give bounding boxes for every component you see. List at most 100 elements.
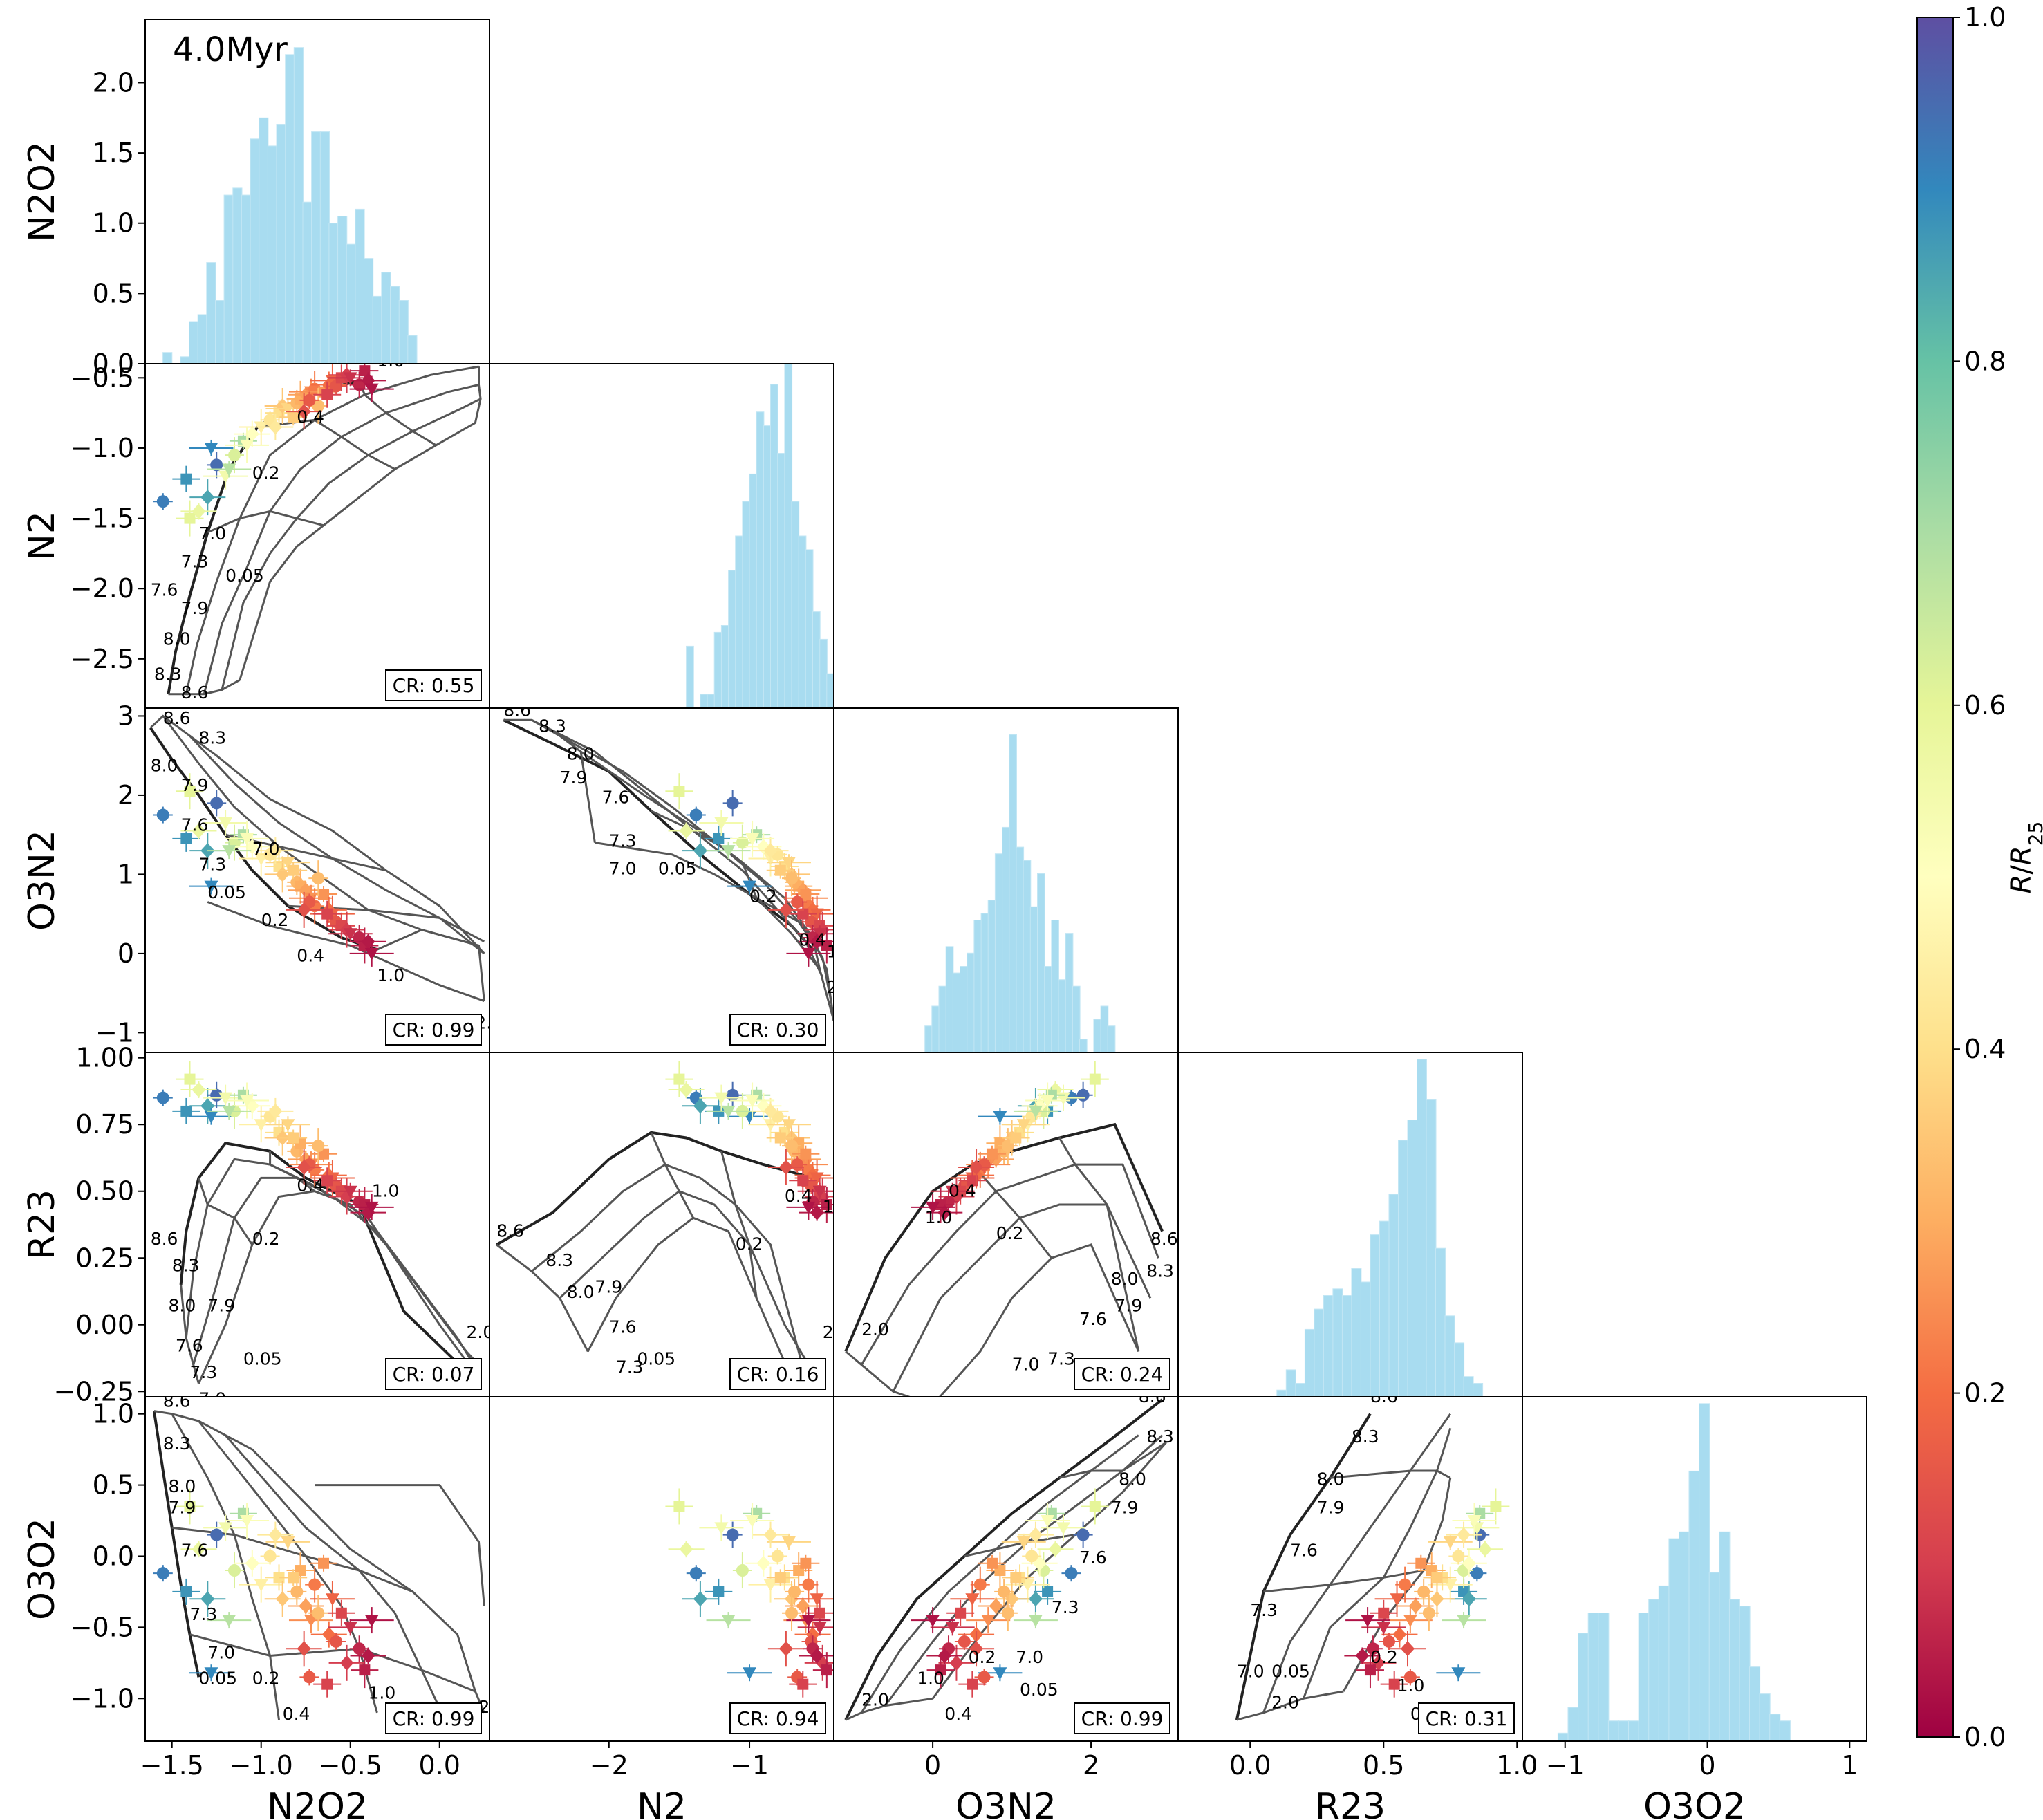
x-axis-label-O3N2: O3N2	[955, 1786, 1056, 1820]
grid-value-label: 7.0	[609, 858, 637, 878]
data-point	[180, 833, 192, 844]
x-tick-label: 0.0	[419, 1750, 460, 1781]
data-point	[156, 808, 169, 821]
data-point	[1457, 1527, 1471, 1543]
data-point	[288, 1572, 299, 1584]
grid-value-label: 0.05	[658, 858, 697, 878]
colorbar-gradient	[1916, 17, 1954, 1738]
data-point	[1042, 1586, 1054, 1597]
grid-value-label: 1.0	[917, 1669, 944, 1689]
hist-bar	[1051, 920, 1060, 1052]
grid-value-label: 0.2	[749, 886, 777, 907]
data-point	[288, 1132, 299, 1144]
grid-value-label: 7.9	[1317, 1498, 1345, 1518]
hist-bar	[1728, 1599, 1740, 1741]
data-point	[693, 843, 707, 859]
hist-bar	[1100, 1005, 1109, 1052]
model-grid-line	[224, 1434, 450, 1728]
data-point	[312, 1140, 325, 1153]
grid-value-label: 1.0	[369, 1682, 396, 1702]
data-point	[290, 1585, 304, 1598]
model-grid-line	[207, 510, 324, 534]
hist-bar	[1079, 1039, 1088, 1052]
data-point	[228, 1564, 241, 1577]
grid-value-label: 0.05	[637, 1349, 675, 1369]
hist-bar	[223, 194, 234, 364]
data-point	[210, 458, 223, 472]
model-grid-line	[964, 1534, 1076, 1557]
data-point	[308, 1578, 321, 1591]
grid-value-label: 8.3	[154, 664, 182, 684]
data-point	[1451, 1667, 1466, 1680]
hist-bar	[1759, 1693, 1771, 1741]
grid-value-label: 8.0	[163, 629, 191, 649]
hist-bar	[1749, 1666, 1761, 1741]
hist-bar	[1463, 1376, 1474, 1397]
hist-bar	[162, 352, 173, 364]
x-tick-label: −0.5	[319, 1750, 382, 1781]
data-point	[810, 1172, 824, 1185]
grid-value-label: 1.0	[925, 1207, 953, 1227]
grid-value-label: 0.4	[297, 407, 324, 427]
data-point	[180, 1105, 192, 1117]
grid-value-label: 7.6	[1079, 1309, 1107, 1329]
hist-bar	[805, 549, 814, 708]
hist-bar	[1029, 906, 1038, 1052]
data-point	[937, 1648, 952, 1664]
panel-O3O2-O3O2: −1 0 1	[1522, 1396, 1867, 1781]
data-point	[812, 1622, 827, 1635]
y-tick-label: 2.0	[93, 67, 134, 98]
y-tick-label: 1	[118, 859, 134, 889]
model-grid-line	[315, 1484, 485, 1606]
data-point	[268, 1527, 283, 1543]
grid-value-label: 7.9	[181, 598, 209, 618]
data-point	[245, 426, 259, 442]
data-point	[726, 797, 739, 810]
data-point	[268, 419, 283, 435]
model-grid-line	[720, 1151, 758, 1299]
data-point	[810, 1648, 824, 1664]
cr-value: CR: 0.31	[1426, 1707, 1508, 1730]
model-grid-line	[651, 810, 758, 899]
hist-bar	[812, 611, 821, 708]
grid-value-label: 0.4	[799, 929, 826, 949]
data-point	[743, 880, 757, 893]
cr-box	[729, 1702, 826, 1734]
data-point	[1065, 1567, 1078, 1580]
model-grid-line	[503, 718, 814, 951]
hist-bar	[1341, 1295, 1352, 1397]
grid-value-label: 7.6	[151, 579, 178, 600]
data-point	[1392, 1626, 1407, 1642]
grid-value-label: 7.6	[181, 1541, 209, 1561]
hist-bar	[285, 54, 295, 364]
model-grid-line	[207, 901, 485, 1003]
data-point	[756, 1555, 771, 1571]
model-grid-line	[844, 1398, 1164, 1720]
data-point	[254, 1119, 268, 1132]
hist-bar	[819, 638, 828, 708]
hist-bar	[1009, 734, 1018, 1052]
hist-bar	[720, 625, 729, 708]
hist-bar	[742, 501, 751, 708]
data-point	[689, 1567, 702, 1580]
hist-bar	[1444, 1315, 1455, 1397]
grid-value-label: 8.6	[181, 682, 209, 703]
data-point	[321, 389, 333, 400]
hist-bar	[319, 131, 330, 364]
hist-bar	[337, 216, 348, 364]
data-point	[721, 1105, 736, 1118]
grid-value-label: 8.6	[163, 1391, 191, 1411]
data-point	[714, 817, 729, 830]
cr-box	[729, 1358, 826, 1390]
data-point	[325, 1593, 339, 1606]
grid-value-label: 0.2	[252, 463, 280, 483]
hist-bar	[1435, 1247, 1446, 1397]
grid-value-label: 0.4	[785, 1186, 812, 1206]
data-point	[1377, 1622, 1391, 1635]
hist-bar	[197, 314, 207, 364]
grid-value-label: 7.0	[207, 1643, 235, 1663]
grid-value-label: 0.4	[297, 1176, 324, 1196]
model-grid-line	[1330, 1469, 1451, 1479]
data-point	[989, 1598, 1003, 1614]
y-tick-label: −1.0	[71, 433, 134, 463]
